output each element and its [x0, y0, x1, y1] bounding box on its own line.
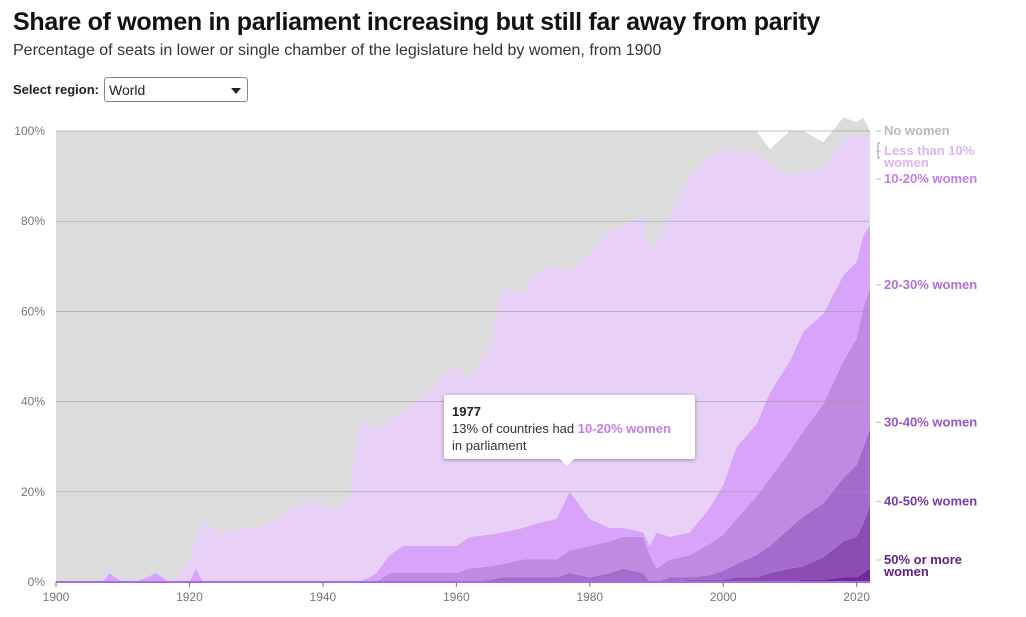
legend-label: Less than 10% — [884, 143, 975, 158]
y-tick-label: 100% — [14, 124, 45, 138]
y-tick-label: 40% — [21, 395, 45, 409]
region-select-value: World — [109, 82, 146, 98]
x-tick-label: 2020 — [843, 590, 870, 604]
x-tick-label: 1920 — [176, 590, 203, 604]
tooltip-suffix: in parliament — [452, 438, 527, 453]
legend-label-line2: women — [883, 155, 929, 170]
chevron-down-icon — [231, 88, 241, 94]
area-p30_40 — [56, 428, 870, 582]
y-tick-label: 60% — [21, 304, 45, 318]
legend-label: No women — [884, 123, 950, 138]
tooltip-line: 13% of countries had 10-20% women — [452, 420, 687, 437]
region-select[interactable]: World — [104, 77, 248, 102]
area-no — [56, 117, 870, 582]
legend-bracket — [877, 142, 880, 159]
x-tick-label: 1960 — [443, 590, 470, 604]
x-tick-label: 1940 — [310, 590, 337, 604]
tooltip-highlight: 10-20% women — [577, 421, 671, 436]
legend-label: 30-40% women — [884, 414, 977, 429]
legend-label: 50% or more — [884, 552, 962, 567]
hover-tooltip: 1977 13% of countries had 10-20% women i… — [444, 395, 695, 466]
y-tick-label: 0% — [28, 575, 46, 589]
tooltip-prefix: 13% of countries had — [452, 421, 578, 436]
area-p40_50 — [56, 505, 870, 582]
y-tick-label: 20% — [21, 485, 45, 499]
x-tick-label: 1900 — [43, 590, 70, 604]
tooltip-pointer — [560, 459, 574, 466]
chart-title: Share of women in parliament increasing … — [13, 8, 820, 36]
legend-label: 40-50% women — [884, 493, 977, 508]
legend-label: 20-30% women — [884, 277, 977, 292]
region-select-label: Select region: — [13, 82, 99, 97]
tooltip-year: 1977 — [452, 404, 481, 419]
area-lt10b — [56, 135, 870, 582]
y-tick-label: 80% — [21, 214, 45, 228]
x-tick-label: 1980 — [576, 590, 603, 604]
x-tick-label: 2000 — [710, 590, 737, 604]
legend-label-line2: women — [883, 564, 929, 579]
legend-label: 10-20% women — [884, 171, 977, 186]
chart-subtitle: Percentage of seats in lower or single c… — [13, 42, 662, 59]
